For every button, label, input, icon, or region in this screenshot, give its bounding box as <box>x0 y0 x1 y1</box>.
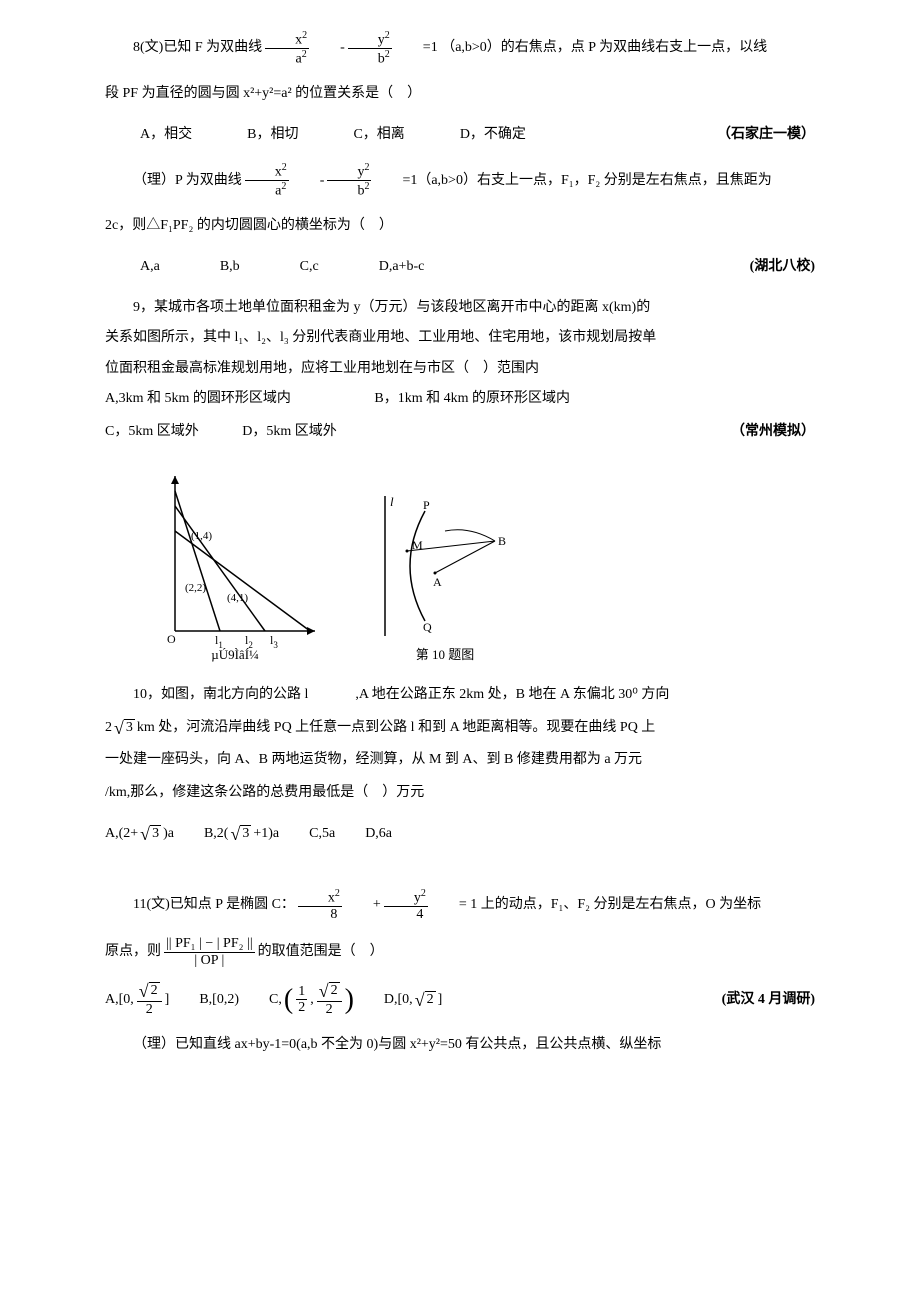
frac-y2-b2: y2 b2 <box>348 30 392 67</box>
fig9-caption: µÚ9ÌâÍ¼ <box>145 643 325 668</box>
q9-l3: 位面积租金最高标准规划用地，应将工业用地划在与市区（ ）范围内 <box>105 356 815 383</box>
svg-text:O: O <box>167 632 176 646</box>
q11-options: A,[0, √22 ] B,[0,2) C, ( 12 , √22 ) D,[0… <box>105 982 815 1018</box>
q8b-source: (湖北八校) <box>750 254 815 281</box>
q10-l3: 一处建一座码头，向 A、B 两地运货物，经测算，从 M 到 A、到 B 修建费用… <box>105 747 815 774</box>
ratio-frac: || PF₁ | − | PF₂ || | OP | <box>164 936 255 968</box>
q9-l2: 关系如图所示，其中 l₁、l₂、l₃ 分别代表商业用地、工业用地、住宅用地，该市… <box>105 325 815 352</box>
svg-text:P: P <box>423 498 430 512</box>
figure-9: (1,4) (2,2) (4,1) O l1 l2 l3 µÚ9ÌâÍ¼ <box>145 461 325 668</box>
fig10-caption: 第 10 题图 <box>365 643 525 668</box>
q11-li: （理）已知直线 ax+by-1=0(a,b 不全为 0)与圆 x²+y²=50 … <box>105 1032 815 1059</box>
q9-optA: A,3km 和 5km 的圆环形区域内 <box>105 391 291 406</box>
q11-l1: 11(文)已知点 P 是椭圆 C： x28 + y24 = 1 上的动点，F₁、… <box>105 888 815 922</box>
q8b-line1: （理）P 为双曲线 x2 a2 - y2 b2 =1（a,b>0）右支上一点，F… <box>105 162 815 199</box>
q9-source: （常州模拟） <box>731 419 815 446</box>
frac-y2-b2-b: y2 b2 <box>327 162 371 199</box>
q8b-options: A,a B,b C,c D,a+b-c <box>105 254 750 281</box>
q9-optD: D，5km 区域外 <box>242 424 337 439</box>
frac-x2-a2: x2 a2 <box>265 30 309 67</box>
q11-l2: 原点，则 || PF₁ | − | PF₂ || | OP | 的取值范围是（ … <box>105 936 815 968</box>
q11-source: (武汉 4 月调研) <box>722 987 815 1014</box>
q8b-line2: 2c，则△F₁PF₂ 的内切圆圆心的横坐标为（ ） <box>105 213 815 240</box>
svg-text:A: A <box>433 575 442 589</box>
q10-l2: 2 √3 km 处，河流沿岸曲线 PQ 上任意一点到公路 l 和到 A 地距离相… <box>105 715 815 742</box>
q9-optB: B，1km 和 4km 的原环形区域内 <box>374 391 570 406</box>
svg-text:Q: Q <box>423 620 432 634</box>
frac-x2-a2-b: x2 a2 <box>245 162 289 199</box>
svg-text:(2,2): (2,2) <box>185 582 206 594</box>
q9-optC: C，5km 区域外 <box>105 424 199 439</box>
svg-text:(4,1): (4,1) <box>227 592 248 604</box>
q8a-source: （石家庄一模） <box>717 122 815 149</box>
figure-row: (1,4) (2,2) (4,1) O l1 l2 l3 µÚ9ÌâÍ¼ l P… <box>145 461 815 668</box>
q8a-line2: 段 PF 为直径的圆与圆 x²+y²=a² 的位置关系是（ ） <box>105 81 815 108</box>
q10-options: A,(2+ √3 )a B,2( √3 +1)a C,5a D,6a <box>105 821 815 848</box>
q9-l1: 9，某城市各项土地单位面积租金为 y（万元）与该段地区离开市中心的距离 x(km… <box>105 295 815 322</box>
svg-text:B: B <box>498 534 506 548</box>
q8a-line1: 8(文)已知 F 为双曲线 x2 a2 - y2 b2 =1 （a,b>0）的右… <box>105 30 815 67</box>
q10-l1: 10，如图，南北方向的公路 l ,A 地在公路正东 2km 处，B 地在 A 东… <box>105 682 815 709</box>
figure-10: l P Q A M B 第 10 题图 <box>365 491 525 668</box>
q8a-options: A，相交 B，相切 C，相离 D，不确定 <box>105 122 717 149</box>
svg-text:(1,4): (1,4) <box>191 530 212 542</box>
svg-text:l: l <box>390 494 394 509</box>
q10-l4: /km,那么，修建这条公路的总费用最低是（ ）万元 <box>105 780 815 807</box>
